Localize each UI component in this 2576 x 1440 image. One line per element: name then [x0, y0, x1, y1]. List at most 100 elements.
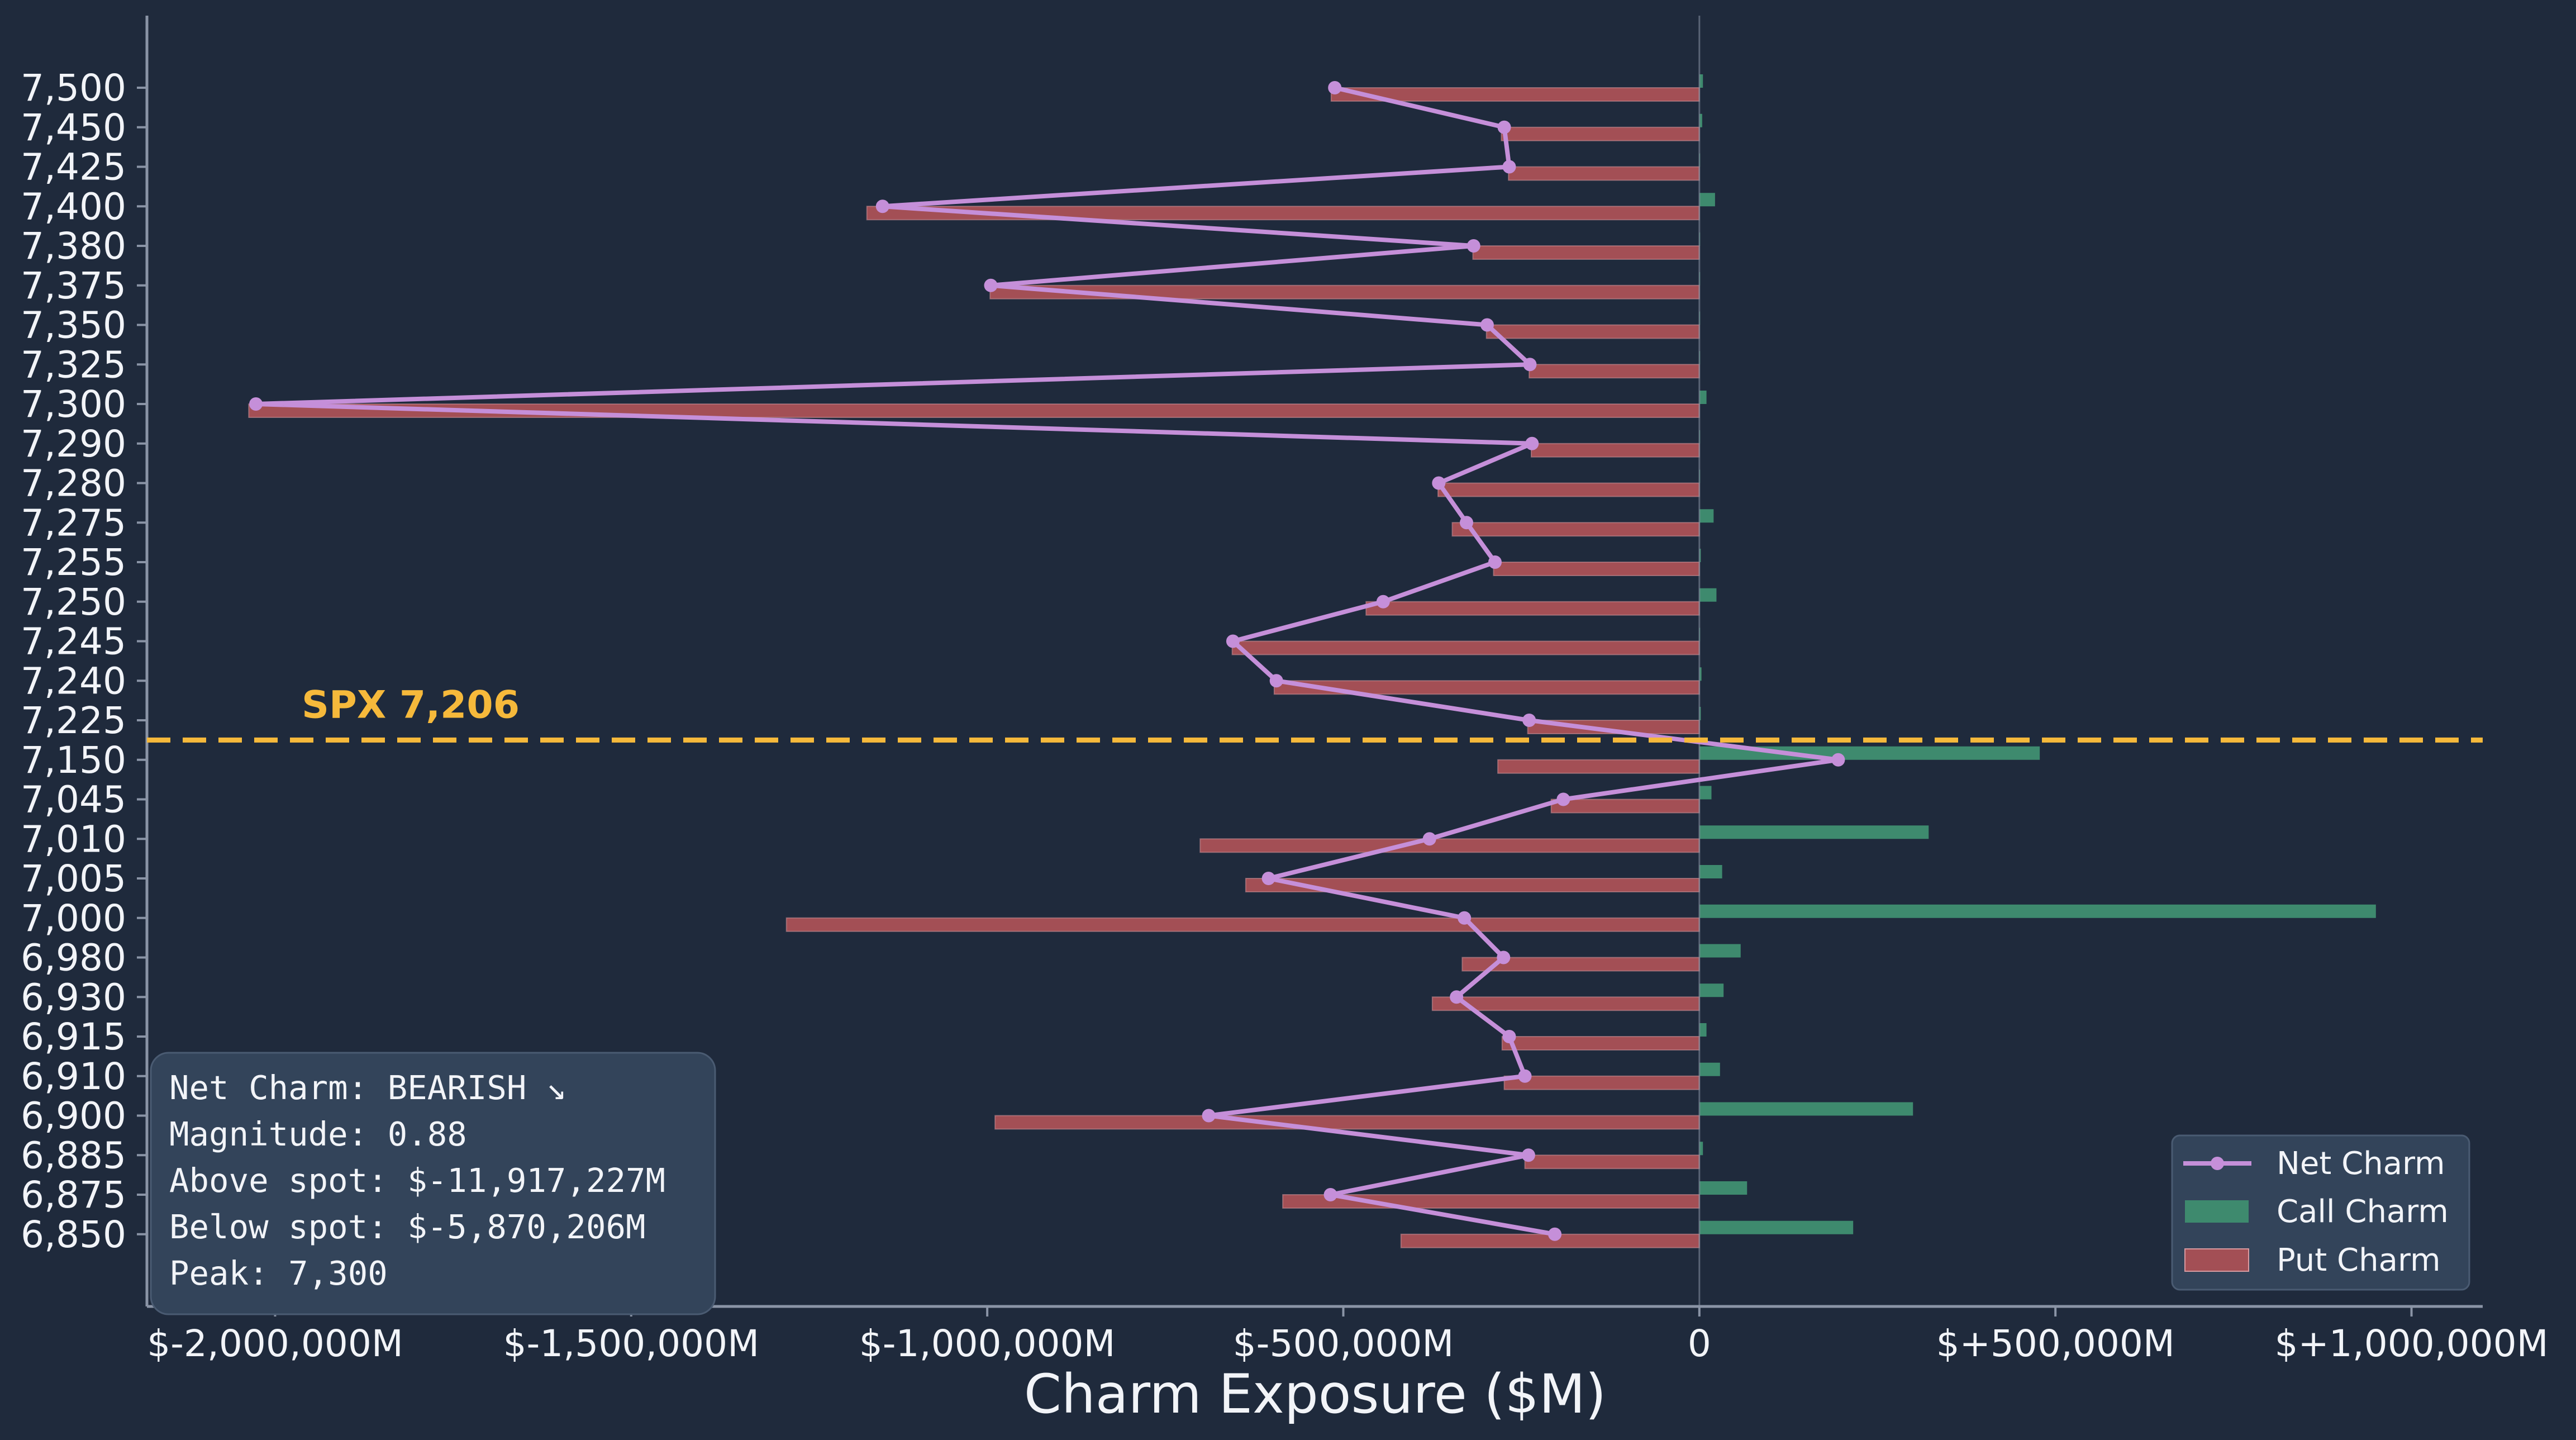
- put-charm-bar: [1437, 482, 1700, 497]
- y-tick-label: 7,245: [21, 620, 126, 663]
- call-charm-bar: [1699, 1062, 1720, 1076]
- call-charm-bar: [1699, 904, 2376, 918]
- net-charm-point: [1502, 1030, 1516, 1043]
- y-tick-label: 7,275: [21, 501, 126, 544]
- y-tick-label: 6,875: [21, 1173, 126, 1216]
- x-tick-label: 0: [1688, 1322, 1711, 1365]
- y-tick-label: 7,425: [21, 146, 126, 189]
- y-tick-label: 7,450: [21, 106, 126, 149]
- x-tick-label: $-1,000,000M: [859, 1322, 1116, 1365]
- net-charm-point: [1323, 1188, 1337, 1201]
- net-charm-point: [1497, 120, 1511, 134]
- call-charm-bar: [1699, 944, 1741, 958]
- put-charm-bar: [1365, 601, 1700, 616]
- call-charm-bar: [1699, 667, 1702, 681]
- call-charm-bar: [1699, 1181, 1748, 1195]
- net-charm-point: [1521, 1148, 1535, 1162]
- stats-line-direction: Net Charm: BEARISH ↘: [169, 1068, 566, 1107]
- net-charm-point: [1261, 872, 1275, 885]
- net-charm-point: [1328, 81, 1342, 94]
- y-tick-label: 7,150: [21, 739, 126, 782]
- call-charm-bar: [1699, 983, 1724, 997]
- call-charm-bar: [1699, 193, 1715, 207]
- y-tick-label: 7,000: [21, 897, 126, 940]
- y-tick-label: 7,325: [21, 343, 126, 386]
- y-tick-label: 7,225: [21, 699, 126, 742]
- y-tick-label: 7,045: [21, 778, 126, 821]
- net-charm-point: [1523, 358, 1537, 372]
- stats-line-magnitude: Magnitude: 0.88: [169, 1115, 467, 1153]
- call-charm-bar: [1699, 825, 1929, 839]
- net-charm-point: [1432, 476, 1446, 490]
- net-charm-point: [1502, 160, 1516, 174]
- net-charm-point: [1831, 753, 1845, 767]
- put-charm-bar: [1501, 1036, 1700, 1051]
- call-charm-bar: [1699, 74, 1703, 88]
- put-charm-bar: [1529, 364, 1700, 379]
- spot-label: SPX 7,206: [302, 683, 520, 727]
- y-tick-label: 7,500: [21, 66, 126, 110]
- y-tick-label: 6,885: [21, 1134, 126, 1177]
- legend-net-charm-marker-icon: [2211, 1157, 2224, 1170]
- net-charm-point: [984, 278, 998, 292]
- legend-call-charm-swatch-icon: [2185, 1200, 2249, 1223]
- y-tick-label: 7,290: [21, 422, 126, 465]
- y-tick-label: 6,900: [21, 1095, 126, 1138]
- put-charm-bar: [1524, 1154, 1700, 1170]
- net-charm-point: [1202, 1109, 1216, 1123]
- stats-line-below-spot: Below spot: $-5,870,206M: [169, 1208, 646, 1246]
- x-tick-labels: $-2,000,000M $-1,500,000M $-1,000,000M $-50…: [147, 1306, 2549, 1365]
- put-charm-bar: [1199, 838, 1700, 853]
- y-tick-label: 7,300: [21, 383, 126, 426]
- x-tick-label: $+500,000M: [1936, 1322, 2175, 1365]
- net-charm-point: [1518, 1069, 1532, 1083]
- call-charm-bar: [1699, 509, 1714, 523]
- net-charm-point: [1488, 555, 1502, 569]
- legend-call-charm-label: Call Charm: [2277, 1194, 2449, 1230]
- net-charm-point: [1269, 674, 1283, 688]
- y-tick-labels: 7,5007,4507,4257,4007,3807,3757,3507,325…: [21, 66, 147, 1256]
- put-charm-bar: [1231, 640, 1700, 655]
- net-charm-point: [1226, 634, 1240, 648]
- net-charm-point: [1422, 832, 1436, 846]
- net-charm-point: [1548, 1227, 1562, 1241]
- stats-box: Net Charm: BEARISH ↘ Magnitude: 0.88 Abo…: [150, 1052, 716, 1315]
- put-charm-bar: [1508, 166, 1700, 181]
- net-charm-point: [1466, 239, 1480, 253]
- net-charm-point: [249, 397, 263, 411]
- x-tick-label: $+1,000,000M: [2274, 1322, 2548, 1365]
- net-charm-point: [1450, 990, 1464, 1004]
- y-tick-label: 7,280: [21, 462, 126, 505]
- y-tick-label: 7,010: [21, 818, 126, 861]
- net-charm-point: [1458, 911, 1472, 925]
- net-charm-point: [1497, 951, 1511, 964]
- put-charm-bar: [1497, 759, 1700, 774]
- put-charm-bar: [1472, 245, 1700, 260]
- y-tick-label: 7,005: [21, 857, 126, 900]
- put-charm-bar: [1493, 562, 1700, 576]
- y-tick-label: 6,980: [21, 937, 126, 980]
- y-tick-label: 6,930: [21, 976, 126, 1019]
- legend: Net Charm Call Charm Put Charm: [2171, 1134, 2470, 1291]
- spot-marker: SPX 7,206: [147, 683, 2483, 743]
- x-tick-label: $-2,000,000M: [147, 1322, 403, 1365]
- net-charm-point: [1480, 318, 1494, 332]
- put-charm-bar: [1501, 126, 1700, 141]
- y-tick-label: 7,240: [21, 659, 126, 702]
- put-charm-bar: [785, 917, 1700, 932]
- legend-put-charm-label: Put Charm: [2277, 1242, 2441, 1279]
- put-charm-bar: [1330, 87, 1700, 102]
- call-charm-bar: [1699, 865, 1722, 878]
- y-tick-label: 7,250: [21, 581, 126, 624]
- y-tick-label: 6,850: [21, 1213, 126, 1256]
- net-charm-line-layer: [249, 81, 1845, 1241]
- stats-box-background: [150, 1052, 716, 1315]
- net-charm-point: [1460, 516, 1474, 530]
- call-charm-bar: [1699, 1220, 1854, 1234]
- put-charm-bar: [1503, 1075, 1700, 1090]
- call-charm-bar: [1699, 113, 1702, 127]
- net-charm-point: [1522, 714, 1536, 727]
- put-charm-bar: [1531, 443, 1700, 458]
- put-charm-bar: [1451, 522, 1700, 537]
- put-charm-bar: [1485, 324, 1700, 339]
